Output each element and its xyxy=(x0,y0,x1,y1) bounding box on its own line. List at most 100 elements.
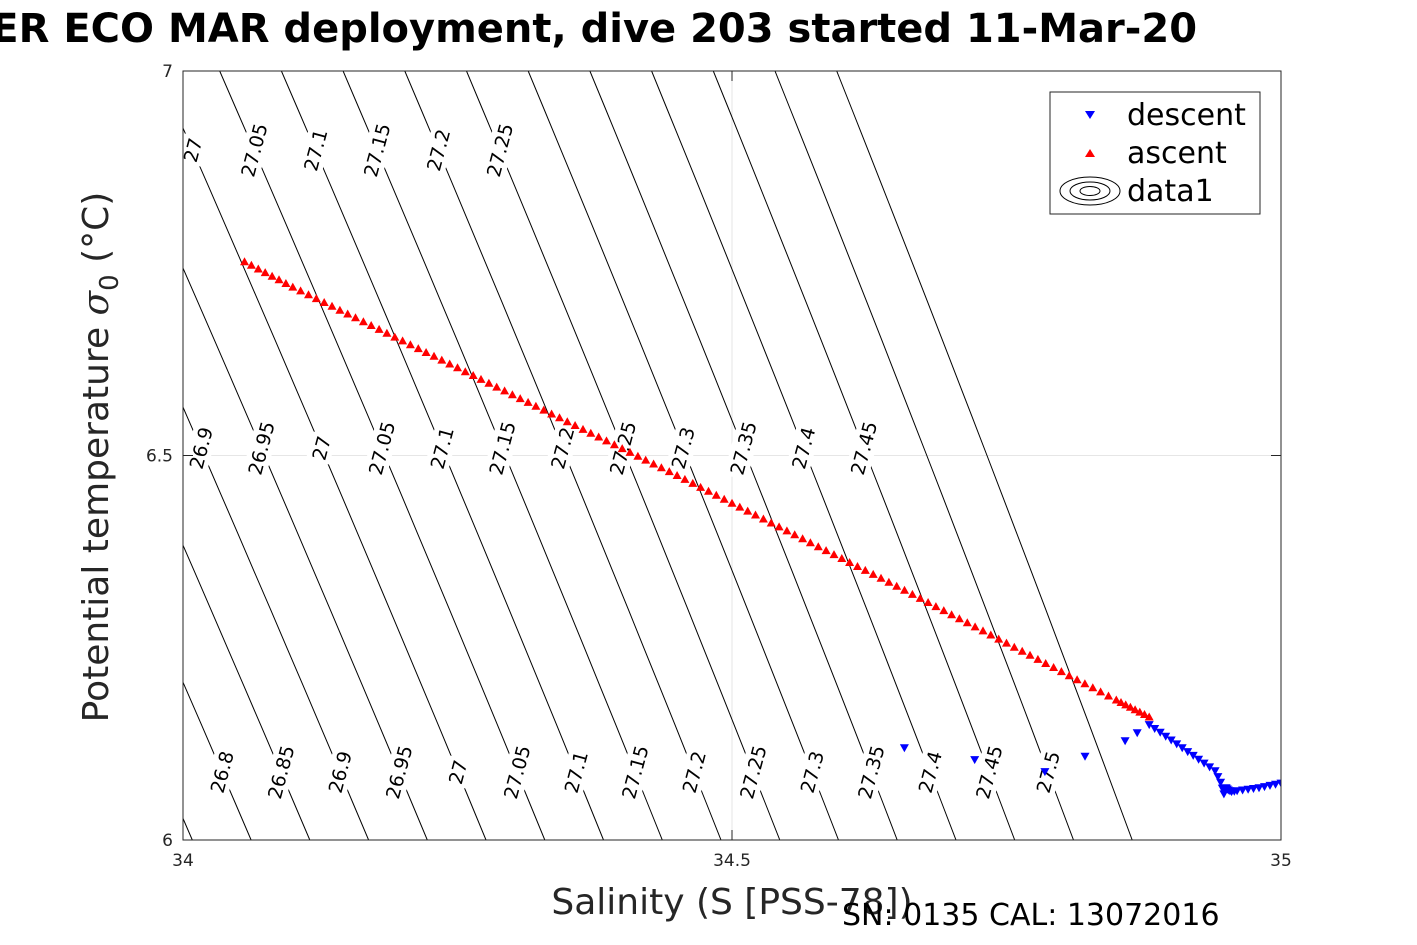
ascent-point-19 xyxy=(382,328,392,337)
contour-label-bg xyxy=(785,420,822,476)
ascent-point-3 xyxy=(260,268,270,277)
ascent-point-57 xyxy=(680,474,690,483)
descent-point-13 xyxy=(1183,748,1193,757)
ascent-point-30 xyxy=(468,371,478,379)
ascent-point-45 xyxy=(586,428,596,437)
ascent-point-24 xyxy=(421,348,431,356)
data-series xyxy=(240,257,1281,799)
ascent-point-7 xyxy=(288,282,298,291)
ascent-point-90 xyxy=(939,606,949,615)
descent-point-30 xyxy=(1232,787,1242,796)
contour-label-bg xyxy=(664,420,701,476)
ascent-point-63 xyxy=(727,498,737,507)
descent-point-11 xyxy=(1172,740,1182,749)
ascent-point-16 xyxy=(358,317,368,326)
ascent-point-93 xyxy=(962,618,972,627)
ascent-point-52 xyxy=(641,455,651,464)
ascent-point-119 xyxy=(1144,712,1154,721)
ascent-point-54 xyxy=(656,463,666,472)
ascent-point-46 xyxy=(594,432,604,441)
ascent-point-99 xyxy=(1009,642,1019,651)
ascent-point-18 xyxy=(374,324,384,333)
y-axis-label: Potential temperature σ0 (°C) xyxy=(76,192,125,723)
contour-label-bg xyxy=(177,133,208,167)
legend-descent-marker xyxy=(1085,111,1095,119)
y-tick-label-1: 6.5 xyxy=(146,447,173,467)
ascent-point-58 xyxy=(688,478,698,487)
contour-label-bg xyxy=(969,739,1009,805)
ascent-point-94 xyxy=(970,622,980,631)
legend[interactable]: descent ascent data1 xyxy=(1049,91,1261,215)
contour-label-bg xyxy=(557,744,594,800)
ascent-point-11 xyxy=(319,298,329,306)
descent-point-18 xyxy=(1210,767,1220,776)
ascent-point-31 xyxy=(476,374,486,383)
ascent-point-116 xyxy=(1130,705,1140,714)
ascent-point-64 xyxy=(735,502,745,511)
descent-point-3 xyxy=(1080,752,1090,761)
contour-label-bg xyxy=(234,117,274,183)
ascent-point-97 xyxy=(994,634,1004,643)
ascent-point-109 xyxy=(1088,683,1098,692)
descent-point-37 xyxy=(1271,780,1280,789)
descent-point-5 xyxy=(1132,729,1142,738)
ascent-point-43 xyxy=(570,421,580,429)
ascent-point-85 xyxy=(900,585,909,594)
descent-point-14 xyxy=(1188,751,1198,760)
ascent-point-100 xyxy=(1017,646,1027,655)
legend-contour-icon xyxy=(1059,176,1121,206)
ascent-point-61 xyxy=(711,490,721,499)
ascent-point-80 xyxy=(860,565,870,574)
contour-label-bg xyxy=(675,744,712,800)
ascent-point-105 xyxy=(1056,667,1066,676)
serial-calibration-note: SN: 0135 CAL: 13072016 xyxy=(842,898,1220,933)
ascent-point-53 xyxy=(649,459,659,468)
ascent-point-38 xyxy=(531,401,541,410)
ascent-point-113 xyxy=(1116,698,1126,706)
descent-point-7 xyxy=(1150,725,1160,733)
contour-label-bg xyxy=(723,415,763,481)
ascent-point-22 xyxy=(405,340,415,349)
ascent-point-65 xyxy=(743,506,753,515)
x-tick-label-2: 35 xyxy=(1270,851,1292,871)
ascent-point-2 xyxy=(253,264,263,273)
ascent-point-75 xyxy=(821,546,831,555)
ascent-point-62 xyxy=(719,494,729,503)
chart-title: TER ECO MAR deployment, dive 203 started… xyxy=(0,6,1198,52)
ascent-point-39 xyxy=(539,405,549,414)
ascent-point-33 xyxy=(492,382,502,391)
descent-point-4 xyxy=(1120,737,1130,746)
ascent-point-47 xyxy=(602,436,611,445)
contour-label-bg xyxy=(423,420,460,476)
descent-point-9 xyxy=(1161,732,1171,741)
ascent-point-29 xyxy=(460,367,470,376)
ascent-point-6 xyxy=(281,279,291,287)
ascent-point-102 xyxy=(1033,654,1043,663)
ascent-point-104 xyxy=(1049,663,1059,671)
ascent-point-37 xyxy=(523,397,533,406)
ascent-point-36 xyxy=(515,394,525,403)
descent-point-12 xyxy=(1177,744,1187,753)
ascent-point-59 xyxy=(696,482,706,491)
ascent-point-49 xyxy=(617,444,627,453)
ascent-point-96 xyxy=(986,630,996,639)
y-tick-label-2: 7 xyxy=(162,62,173,82)
descent-point-33 xyxy=(1249,785,1258,793)
contour-label-bg xyxy=(362,415,402,481)
descent-point-16 xyxy=(1199,759,1209,768)
contour-label-bottom-12: 27.4 xyxy=(911,744,948,800)
contour-label-bg xyxy=(497,739,537,805)
descent-point-36 xyxy=(1265,781,1275,790)
ascent-point-13 xyxy=(335,305,345,314)
descent-point-20 xyxy=(1216,778,1226,787)
ascent-point-91 xyxy=(947,610,957,619)
contour-label-bg xyxy=(321,744,358,800)
descent-point-1 xyxy=(970,756,980,765)
axis-ticks: 34 34.5 35 6 6.5 7 xyxy=(146,62,1292,871)
descent-point-31 xyxy=(1238,786,1248,795)
isopycnal-2 xyxy=(183,681,252,840)
ascent-point-72 xyxy=(798,534,808,543)
isopycnal-16 xyxy=(774,71,1074,840)
x-axis-label: Salinity (S [PSS-78]) xyxy=(551,882,912,923)
ascent-point-42 xyxy=(562,417,572,426)
